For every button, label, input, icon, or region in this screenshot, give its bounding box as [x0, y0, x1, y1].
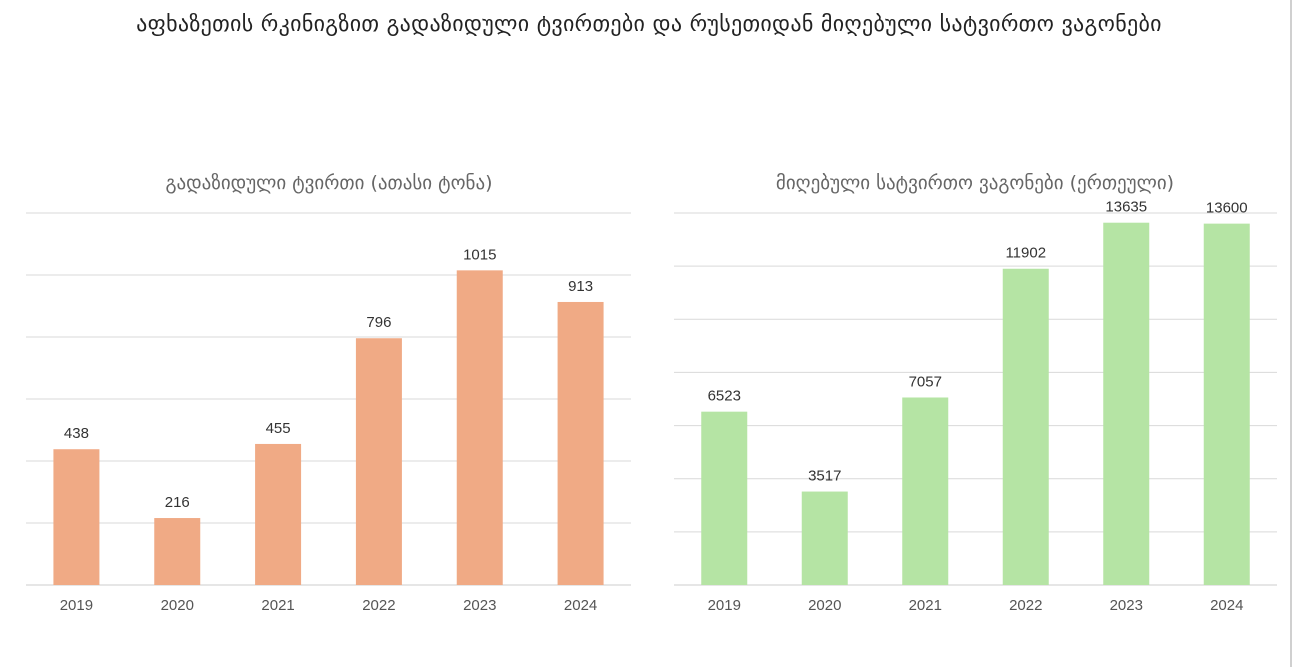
cargo-x-tick-label: 2023 — [463, 597, 496, 614]
cargo-data-label: 796 — [366, 314, 391, 331]
wagons-data-label: 6523 — [708, 388, 741, 405]
cargo-data-label: 216 — [165, 494, 190, 511]
cargo-bar — [255, 443, 302, 585]
cargo-x-tick-label: 2020 — [161, 597, 194, 614]
cargo-x-tick-label: 2024 — [564, 597, 597, 614]
wagons-bar — [801, 491, 848, 585]
cargo-x-tick-label: 2021 — [261, 597, 294, 614]
cargo-chart: გადაზიდული ტვირთი (ათასი ტონა) 438 216 455… — [26, 172, 631, 614]
wagons-data-label: 13635 — [1105, 199, 1147, 216]
wagons-bar — [1203, 223, 1250, 585]
wagons-bar — [902, 397, 949, 585]
wagons-data-label: 13600 — [1206, 200, 1248, 217]
cargo-x-tick-label: 2019 — [60, 597, 93, 614]
cargo-data-label: 1015 — [463, 246, 496, 263]
wagons-chart: მიღებული სატვირთო ვაგონები (ერთეული) 652… — [674, 172, 1277, 614]
wagons-chart-title: მიღებული სატვირთო ვაგონები (ერთეული) — [776, 172, 1174, 194]
cargo-bar — [557, 301, 604, 585]
wagons-bar — [1002, 268, 1049, 585]
cargo-bar — [154, 518, 201, 585]
wagons-data-label: 3517 — [808, 468, 841, 485]
wagons-x-tick-label: 2019 — [708, 597, 741, 614]
wagons-data-labels: 6523 3517 7057 11902 13635 13600 — [708, 199, 1248, 485]
cargo-chart-title: გადაზიდული ტვირთი (ათასი ტონა) — [165, 172, 492, 194]
cargo-bars — [53, 270, 604, 585]
cargo-data-label: 913 — [568, 278, 593, 295]
wagons-data-label: 11902 — [1005, 245, 1046, 262]
wagons-x-tick-label: 2022 — [1009, 597, 1042, 614]
cargo-bar — [456, 270, 503, 585]
cargo-data-labels: 438 216 455 796 1015 913 — [64, 246, 593, 511]
wagons-x-tick-label: 2021 — [909, 597, 942, 614]
cargo-bar — [53, 449, 100, 585]
wagons-x-tick-label: 2024 — [1210, 597, 1243, 614]
cargo-data-label: 438 — [64, 425, 89, 442]
wagons-bar — [701, 411, 748, 585]
wagons-bar — [1103, 222, 1150, 585]
wagons-data-label: 7057 — [909, 373, 942, 390]
wagons-x-ticks: 2019 2020 2021 2022 2023 2024 — [708, 597, 1244, 614]
cargo-data-label: 455 — [266, 420, 291, 437]
cargo-bar — [355, 338, 402, 585]
window-edge — [1290, 0, 1292, 667]
cargo-x-tick-label: 2022 — [362, 597, 395, 614]
wagons-gridlines — [674, 212, 1277, 586]
wagons-x-tick-label: 2020 — [808, 597, 841, 614]
wagons-x-tick-label: 2023 — [1110, 597, 1143, 614]
cargo-gridlines — [26, 212, 631, 586]
main-title: აფხაზეთის რკინიგზით გადაზიდული ტვირთები … — [136, 12, 1162, 37]
cargo-x-ticks: 2019 2020 2021 2022 2023 2024 — [60, 597, 598, 614]
wagons-bars — [701, 222, 1250, 585]
